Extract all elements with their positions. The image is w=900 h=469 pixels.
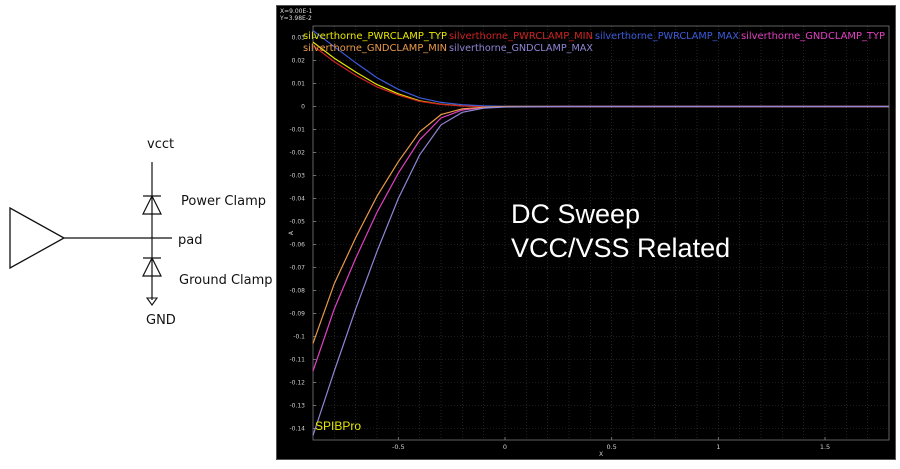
y-tick-label: -0.09	[289, 311, 305, 318]
spibpro-watermark: SPIBPro	[315, 419, 362, 433]
series-line	[312, 45, 889, 108]
power-clamp-label: Power Clamp	[181, 194, 267, 209]
cursor-y-readout: Y=3.98E-2	[280, 15, 312, 22]
cursor-x-readout: X=9.00E-1	[280, 8, 313, 15]
y-tick-label: -0.1	[293, 334, 305, 341]
ground-clamp-label: Ground Clamp	[179, 273, 273, 288]
x-tick-label: 1.5	[820, 443, 830, 451]
y-tick-label: -0.02	[289, 150, 305, 157]
y-tick-label: -0.14	[289, 426, 305, 433]
y-tick-label: -0.13	[289, 403, 305, 410]
vcc-label: vcct	[147, 137, 175, 152]
legend-entry: silverthorne_GNDCLAMP_MAX	[449, 43, 593, 54]
annotation-line-1: DC Sweep	[511, 199, 641, 229]
y-tick-label: -0.04	[289, 196, 305, 203]
x-tick-label: -0.5	[392, 443, 405, 451]
y-tick-label: -0.06	[289, 242, 305, 249]
legend-entry: silverthorne_PWRCLAMP_MIN	[449, 31, 593, 42]
series-line	[312, 105, 889, 344]
annotation-line-2: VCC/VSS Related	[511, 233, 731, 263]
plot-window[interactable]: X=9.00E-1 Y=3.98E-2 0.03 0.02 0.01 0 -0.01 -0…	[276, 5, 896, 460]
y-tick-label: -0.01	[289, 127, 305, 134]
y-tick-label: 0.03	[292, 35, 306, 42]
y-tick-label: -0.05	[289, 219, 305, 226]
y-tick-label: -0.08	[289, 288, 305, 295]
y-tick-label: -0.12	[289, 380, 305, 387]
x-axis-label: X	[599, 451, 603, 458]
gnd-label: GND	[146, 313, 176, 328]
y-axis-label: A	[288, 230, 295, 235]
ground-clamp-diode	[142, 256, 162, 277]
plot-canvas[interactable]: 0.03 0.02 0.01 0 -0.01 -0.02 -0.03 -0.04 -0.05 -0…	[277, 6, 895, 459]
series-line	[312, 105, 889, 436]
schematic-drawing	[9, 162, 172, 306]
y-tick-label: -0.03	[289, 173, 305, 180]
legend-entry: silverthorne_PWRCLAMP_TYP	[303, 31, 447, 42]
pad-label: pad	[178, 233, 203, 248]
legend-entry: silverthorne_GNDCLAMP_TYP	[741, 31, 885, 42]
buffer-symbol	[9, 206, 66, 270]
y-tick-label: 0	[301, 104, 305, 111]
legend-entry: silverthorne_PWRCLAMP_MAX	[595, 31, 739, 42]
y-tick-label: 0.02	[292, 58, 306, 65]
x-tick-label: 0.5	[606, 443, 616, 451]
gnd-arrow	[145, 297, 159, 306]
x-tick-label: 0	[503, 443, 507, 451]
x-tick-label: 1	[716, 443, 720, 451]
legend-entry: silverthorne_GNDCLAMP_MIN	[303, 43, 447, 54]
y-tick-label: -0.11	[289, 357, 305, 364]
plot-area-border	[312, 25, 890, 441]
y-tick-label: -0.07	[289, 265, 305, 272]
y-tick-label: 0.01	[292, 81, 306, 88]
clamp-schematic: vcct Power Clamp pad Ground Clamp GND	[0, 0, 280, 465]
power-clamp-diode	[142, 194, 162, 215]
